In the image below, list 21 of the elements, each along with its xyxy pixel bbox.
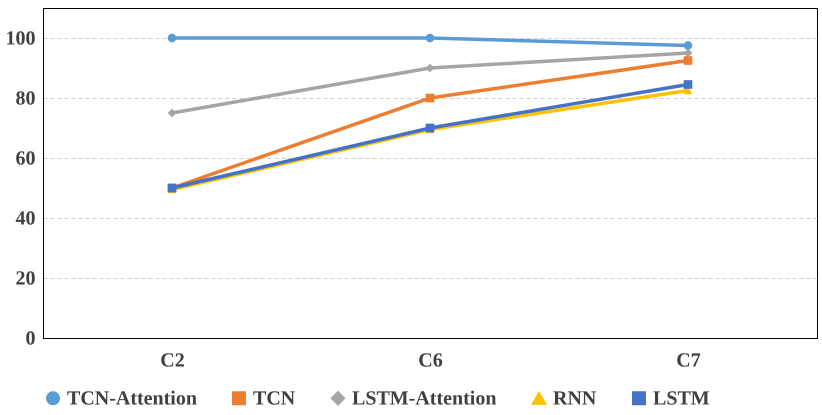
- legend-label: LSTM: [653, 387, 710, 410]
- legend-label: LSTM-Attention: [352, 387, 496, 410]
- point: [684, 56, 692, 65]
- point: [684, 41, 692, 50]
- point: [168, 108, 176, 118]
- point: [684, 80, 692, 89]
- legend-label: TCN: [253, 387, 296, 410]
- point: [426, 94, 434, 102]
- y-tick-label: 0: [26, 328, 36, 350]
- point: [168, 34, 176, 42]
- y-tick-label: 60: [16, 148, 36, 170]
- legend-label: TCN-Attention: [67, 387, 197, 410]
- legend-label: RNN: [553, 388, 597, 410]
- point: [426, 34, 434, 42]
- y-tick-label: 100: [6, 28, 36, 50]
- y-tick-label: 80: [16, 88, 36, 110]
- x-tick-label: C2: [160, 350, 185, 372]
- y-tick-label: 40: [16, 208, 36, 230]
- y-tick-label: 20: [16, 268, 36, 290]
- x-tick-label: C6: [418, 350, 443, 372]
- x-tick-label: C7: [676, 350, 701, 372]
